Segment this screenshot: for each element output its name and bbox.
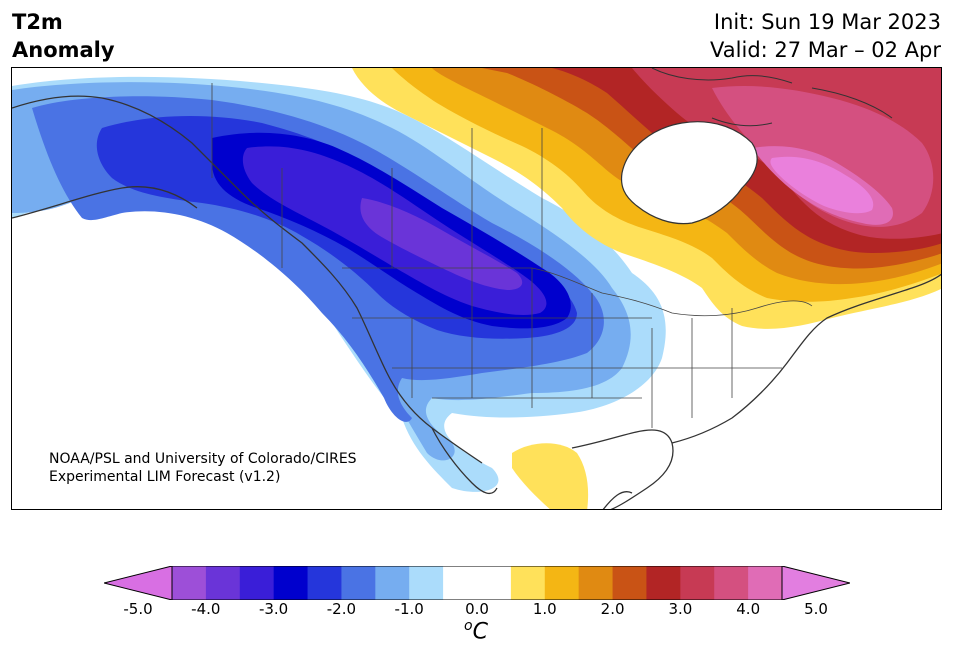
colorbar-tick-label: 1.0 — [532, 600, 557, 618]
colorbar-cell — [646, 566, 681, 600]
colorbar-tick-label: 3.0 — [668, 600, 693, 618]
colorbar-cell — [680, 566, 715, 600]
colorbar-unit-letter: C — [472, 619, 488, 645]
colorbar-outline — [171, 566, 783, 600]
map-svg — [12, 68, 941, 509]
colorbar-cell — [510, 566, 546, 600]
colorbar-cell — [273, 566, 309, 600]
warm-band-9 — [770, 156, 874, 214]
colorbar-tick-label: 5.0 — [804, 600, 828, 618]
colorbar-cell — [205, 566, 241, 600]
colorbar-tick-label: -4.0 — [191, 600, 221, 618]
colorbar-tick-label: 0.0 — [465, 600, 489, 618]
colorbar-tick-label: 4.0 — [736, 600, 761, 618]
forecast-dates: Init: Sun 19 Mar 2023 Valid: 27 Mar – 02… — [710, 8, 941, 64]
colorbar-extend-high — [781, 566, 850, 600]
colorbar-cell — [375, 566, 410, 600]
colorbar-cell — [748, 566, 783, 600]
init-date: Init: Sun 19 Mar 2023 — [713, 10, 941, 34]
colorbar-unit: oC — [464, 618, 488, 644]
valid-range: Valid: 27 Mar – 02 Apr — [710, 38, 941, 62]
colorbar — [104, 566, 850, 600]
title-line2: Anomaly — [12, 38, 115, 62]
colorbar-tick-label: 2.0 — [600, 600, 625, 618]
colorbar-tick-label: -3.0 — [258, 600, 289, 618]
colorbar-tick-label: -1.0 — [394, 600, 424, 618]
credit-line1: NOAA/PSL and University of Colorado/CIRE… — [49, 451, 357, 467]
colorbar-cell — [578, 566, 614, 600]
colorbar-cell — [341, 566, 376, 600]
political-borders — [211, 83, 813, 428]
warm-blob-mexico — [512, 443, 589, 509]
colorbar-cell — [714, 566, 749, 600]
colorbar-cell — [544, 566, 580, 600]
coastlines — [12, 95, 941, 509]
credit-text: NOAA/PSL and University of Colorado/CIRE… — [49, 450, 357, 486]
colorbar-cell — [477, 566, 512, 600]
colorbar-cell — [612, 566, 647, 600]
colorbar-cell — [409, 566, 444, 600]
colorbar-cell — [307, 566, 342, 600]
cold-band-7 — [360, 198, 523, 290]
hudson-bay — [620, 121, 758, 225]
colorbar-cell — [239, 566, 275, 600]
colorbar-tick-label: -2.0 — [326, 600, 357, 618]
colorbar-cell — [443, 566, 478, 600]
colorbar-ticks: -5.0 -4.0 -3.0 -2.0 -1.0 0.0 1.0 2.0 3.0 4.0 5.0 — [0, 600, 953, 620]
colorbar-extend-low — [104, 566, 173, 600]
colorbar-cell — [172, 566, 207, 600]
colorbar-tick-label: -5.0 — [123, 600, 153, 618]
arctic-islands — [651, 68, 893, 127]
colorbar-unit-sup: o — [464, 618, 473, 634]
title-line1: T2m — [12, 10, 63, 34]
credit-line2: Experimental LIM Forecast (v1.2) — [49, 469, 281, 485]
map-title: T2m Anomaly — [12, 8, 115, 64]
anomaly-map — [11, 67, 942, 510]
